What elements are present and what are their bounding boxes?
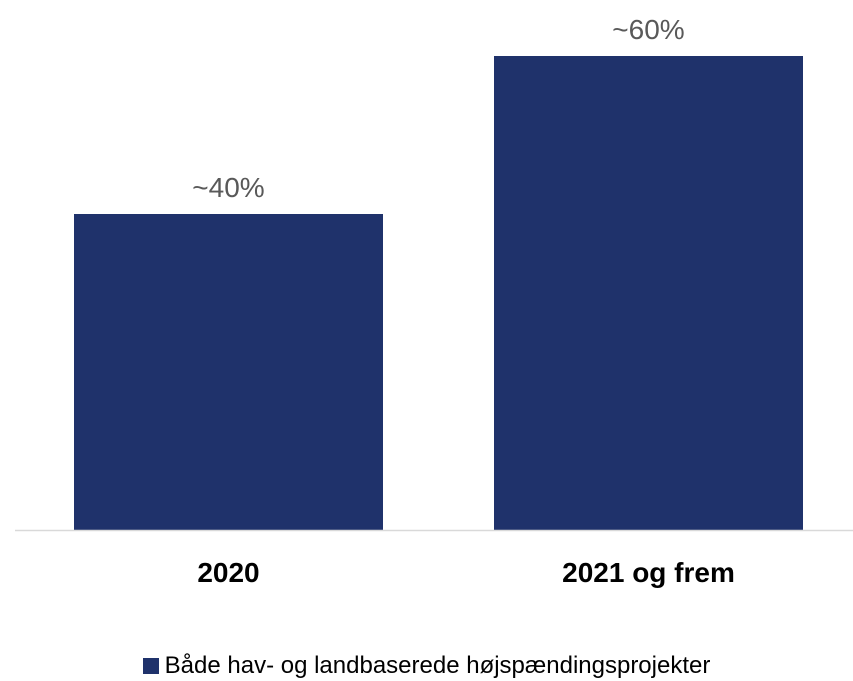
legend-label: Både hav- og landbaserede højspændingspr…: [164, 652, 711, 679]
legend-swatch-icon: [142, 658, 159, 674]
category-labels-layer: 2020 2021 og frem: [197, 557, 735, 588]
data-label-1: ~40%: [192, 172, 264, 203]
bar-1: [74, 214, 383, 530]
legend: Både hav- og landbaserede højspændingspr…: [0, 652, 853, 680]
bar-2: [494, 56, 803, 530]
bars-layer: [74, 56, 803, 530]
legend-item: Både hav- og landbaserede højspændingspr…: [142, 652, 711, 680]
category-label-2: 2021 og frem: [562, 557, 735, 588]
category-label-1: 2020: [197, 557, 259, 588]
data-labels-layer: ~40% ~60%: [192, 14, 684, 203]
data-label-2: ~60%: [612, 14, 684, 45]
